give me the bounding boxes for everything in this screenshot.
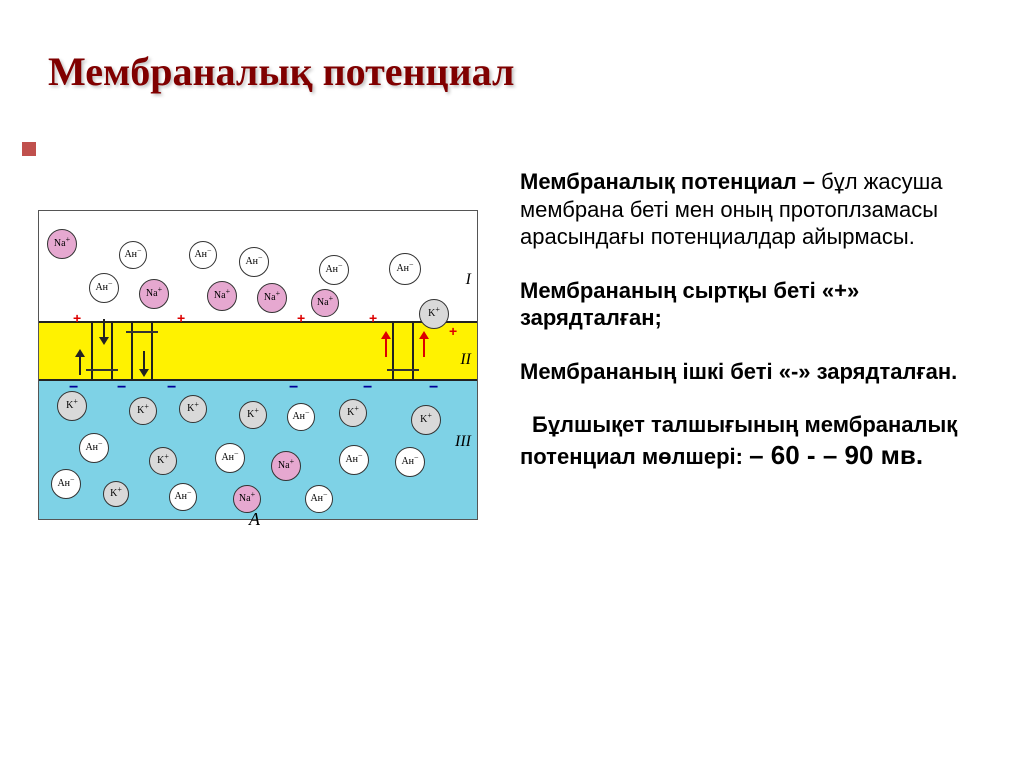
ion-k: K+ xyxy=(411,405,441,435)
ion-k: K+ xyxy=(339,399,367,427)
channel-tick xyxy=(387,369,419,371)
ion-aн: Aн− xyxy=(215,443,245,473)
charge-plus: + xyxy=(73,310,81,326)
flux-arrow xyxy=(417,331,431,359)
ion-k: K+ xyxy=(103,481,129,507)
ion-aн: Aн− xyxy=(79,433,109,463)
ion-aн: Aн− xyxy=(395,447,425,477)
ion-na: Na+ xyxy=(311,289,339,317)
ion-na: Na+ xyxy=(257,283,287,313)
channel-tick xyxy=(126,331,158,333)
flux-arrow xyxy=(73,349,87,377)
ion-aн: Aн− xyxy=(89,273,119,303)
body-text: Мембраналық потенциал – бұл жасуша мембр… xyxy=(520,168,990,497)
ion-k: K+ xyxy=(149,447,177,475)
charge-minus: − xyxy=(117,379,126,397)
charge-plus: + xyxy=(369,310,377,326)
charge-minus: − xyxy=(289,379,298,397)
para-definition: Мембраналық потенциал – бұл жасуша мембр… xyxy=(520,168,990,251)
ion-aн: Aн− xyxy=(51,469,81,499)
ion-k: K+ xyxy=(179,395,207,423)
ion-aн: Aн− xyxy=(189,241,217,269)
flux-arrow xyxy=(137,349,151,377)
channel-tick xyxy=(86,369,118,371)
ion-k: K+ xyxy=(419,299,449,329)
region-label: I xyxy=(466,271,471,289)
region-label: III xyxy=(455,433,471,451)
page-title: Мембраналық потенциал xyxy=(48,48,514,95)
region-label: II xyxy=(460,351,471,369)
ion-na: Na+ xyxy=(271,451,301,481)
para-outer: Мембрананың сыртқы беті «+» зарядталған; xyxy=(520,277,990,332)
charge-plus: + xyxy=(177,310,185,326)
phase-label: A xyxy=(249,509,260,530)
ion-aн: Aн− xyxy=(319,255,349,285)
ion-na: Na+ xyxy=(139,279,169,309)
ion-aн: Aн− xyxy=(305,485,333,513)
ion-aн: Aн− xyxy=(169,483,197,511)
ion-k: K+ xyxy=(129,397,157,425)
charge-plus: + xyxy=(297,310,305,326)
ion-na: Na+ xyxy=(47,229,77,259)
charge-minus: − xyxy=(363,379,372,397)
ion-k: K+ xyxy=(57,391,87,421)
title-bullet xyxy=(22,142,36,156)
charge-minus: − xyxy=(167,379,176,397)
ion-aн: Aн− xyxy=(119,241,147,269)
ion-k: K+ xyxy=(239,401,267,429)
charge-plus: + xyxy=(449,323,457,339)
para-value: Бұлшықет талшығының мембраналық потенциа… xyxy=(520,411,990,471)
flux-arrow xyxy=(97,317,111,345)
charge-minus: − xyxy=(429,379,438,397)
ion-channel xyxy=(392,321,414,381)
membrane-diagram: ++++++−−−−−−Na+Aн−Aн−Na+Aн−Aн−Na+Na+Aн−N… xyxy=(38,210,478,520)
para-inner: Мембрананың ішкі беті «-» зарядталған. xyxy=(520,358,990,386)
ion-na: Na+ xyxy=(207,281,237,311)
ion-aн: Aн− xyxy=(287,403,315,431)
flux-arrow xyxy=(379,331,393,359)
ion-aн: Aн− xyxy=(389,253,421,285)
ion-aн: Aн− xyxy=(239,247,269,277)
ion-aн: Aн− xyxy=(339,445,369,475)
